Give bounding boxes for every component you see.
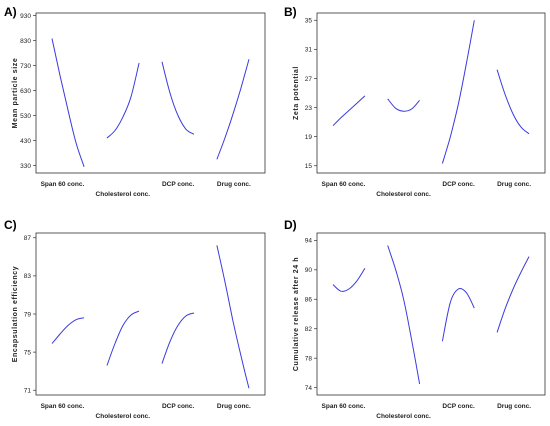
y-tick-label: 35: [305, 18, 313, 25]
series-line: [106, 310, 140, 366]
series-line: [51, 38, 85, 167]
factor-label: DCP conc.: [442, 181, 475, 188]
y-tick-label: 330: [20, 163, 31, 170]
series-line: [51, 317, 85, 344]
y-axis-label: Cumulative release after 24 h: [293, 257, 300, 371]
panel-a: A) 330 430 530 630 730 830 930 Mean particle siz…: [4, 5, 266, 198]
factor-label: DCP conc.: [162, 403, 195, 410]
plot-frame: [316, 12, 546, 174]
y-tick-label: 78: [305, 355, 313, 362]
factor-label: Span 60 conc.: [41, 403, 85, 410]
y-tick-label: 79: [24, 311, 32, 318]
factor-label: Span 60 conc.: [322, 403, 366, 410]
y-tick-label: 830: [20, 38, 31, 45]
y-tick-label: 15: [305, 163, 313, 170]
y-tick-label: 86: [305, 297, 313, 304]
panel-b: B) 15 19 23 27 31 35 Zeta potential Span 60 conc…: [284, 5, 546, 198]
factor-label: DCP conc.: [442, 403, 475, 410]
y-tick-label: 730: [20, 63, 31, 70]
y-tick-label: 82: [305, 326, 313, 333]
y-tick-label: 71: [24, 388, 32, 395]
plot-frame: [35, 12, 266, 174]
panel-c: C) 71 75 79 83 87 Encapsulation efficiency Span…: [4, 218, 266, 420]
y-axis-label: Zeta potential: [293, 66, 300, 120]
factor-label: Cholesterol conc.: [96, 191, 151, 198]
series-line: [441, 20, 475, 164]
y-tick-label: 87: [24, 235, 32, 242]
factor-label: Drug conc.: [497, 403, 531, 410]
series-line: [216, 245, 250, 389]
y-tick-label: 31: [305, 47, 313, 54]
panel-label: B): [284, 5, 297, 19]
series-line: [387, 98, 420, 112]
series-line: [441, 287, 475, 342]
series-line: [332, 268, 366, 292]
plot-frame: [35, 232, 266, 396]
series-line: [332, 95, 366, 127]
y-tick-label: 94: [305, 238, 313, 245]
y-axis-label: Encapsulation efficiency: [12, 266, 19, 362]
y-tick-label: 19: [305, 134, 313, 141]
y-tick-label: 90: [305, 267, 313, 274]
y-tick-label: 630: [20, 88, 31, 95]
y-tick-label: 530: [20, 113, 31, 120]
y-tick-label: 75: [24, 349, 32, 356]
y-tick-label: 83: [24, 273, 32, 280]
y-tick-label: 23: [305, 105, 313, 112]
y-tick-label: 930: [20, 13, 31, 20]
y-tick-label: 27: [305, 76, 313, 83]
series-line: [216, 59, 250, 160]
factor-label: Span 60 conc.: [322, 181, 366, 188]
panel-d: D) 74 78 82 86 90 94 Cumulative release after 2…: [284, 218, 546, 420]
factor-label: Drug conc.: [217, 181, 251, 188]
panel-label: D): [284, 218, 297, 232]
series-line: [161, 61, 195, 135]
factor-label: Cholesterol conc.: [376, 191, 431, 198]
panel-label: A): [4, 5, 17, 19]
y-tick-label: 74: [305, 385, 313, 392]
factor-label: Cholesterol conc.: [376, 413, 431, 420]
factor-label: DCP conc.: [162, 181, 195, 188]
factor-label: Cholesterol conc.: [96, 413, 151, 420]
factor-label: Drug conc.: [497, 181, 531, 188]
series-line: [496, 69, 530, 135]
series-line: [161, 312, 195, 364]
series-line: [106, 62, 140, 139]
panel-label: C): [4, 218, 17, 232]
factor-label: Drug conc.: [217, 403, 251, 410]
factor-label: Span 60 conc.: [41, 181, 85, 188]
y-tick-label: 430: [20, 138, 31, 145]
y-axis-label: Mean particle size: [12, 58, 19, 129]
plot-frame: [316, 232, 546, 396]
series-line: [387, 245, 421, 385]
series-line: [496, 256, 530, 333]
